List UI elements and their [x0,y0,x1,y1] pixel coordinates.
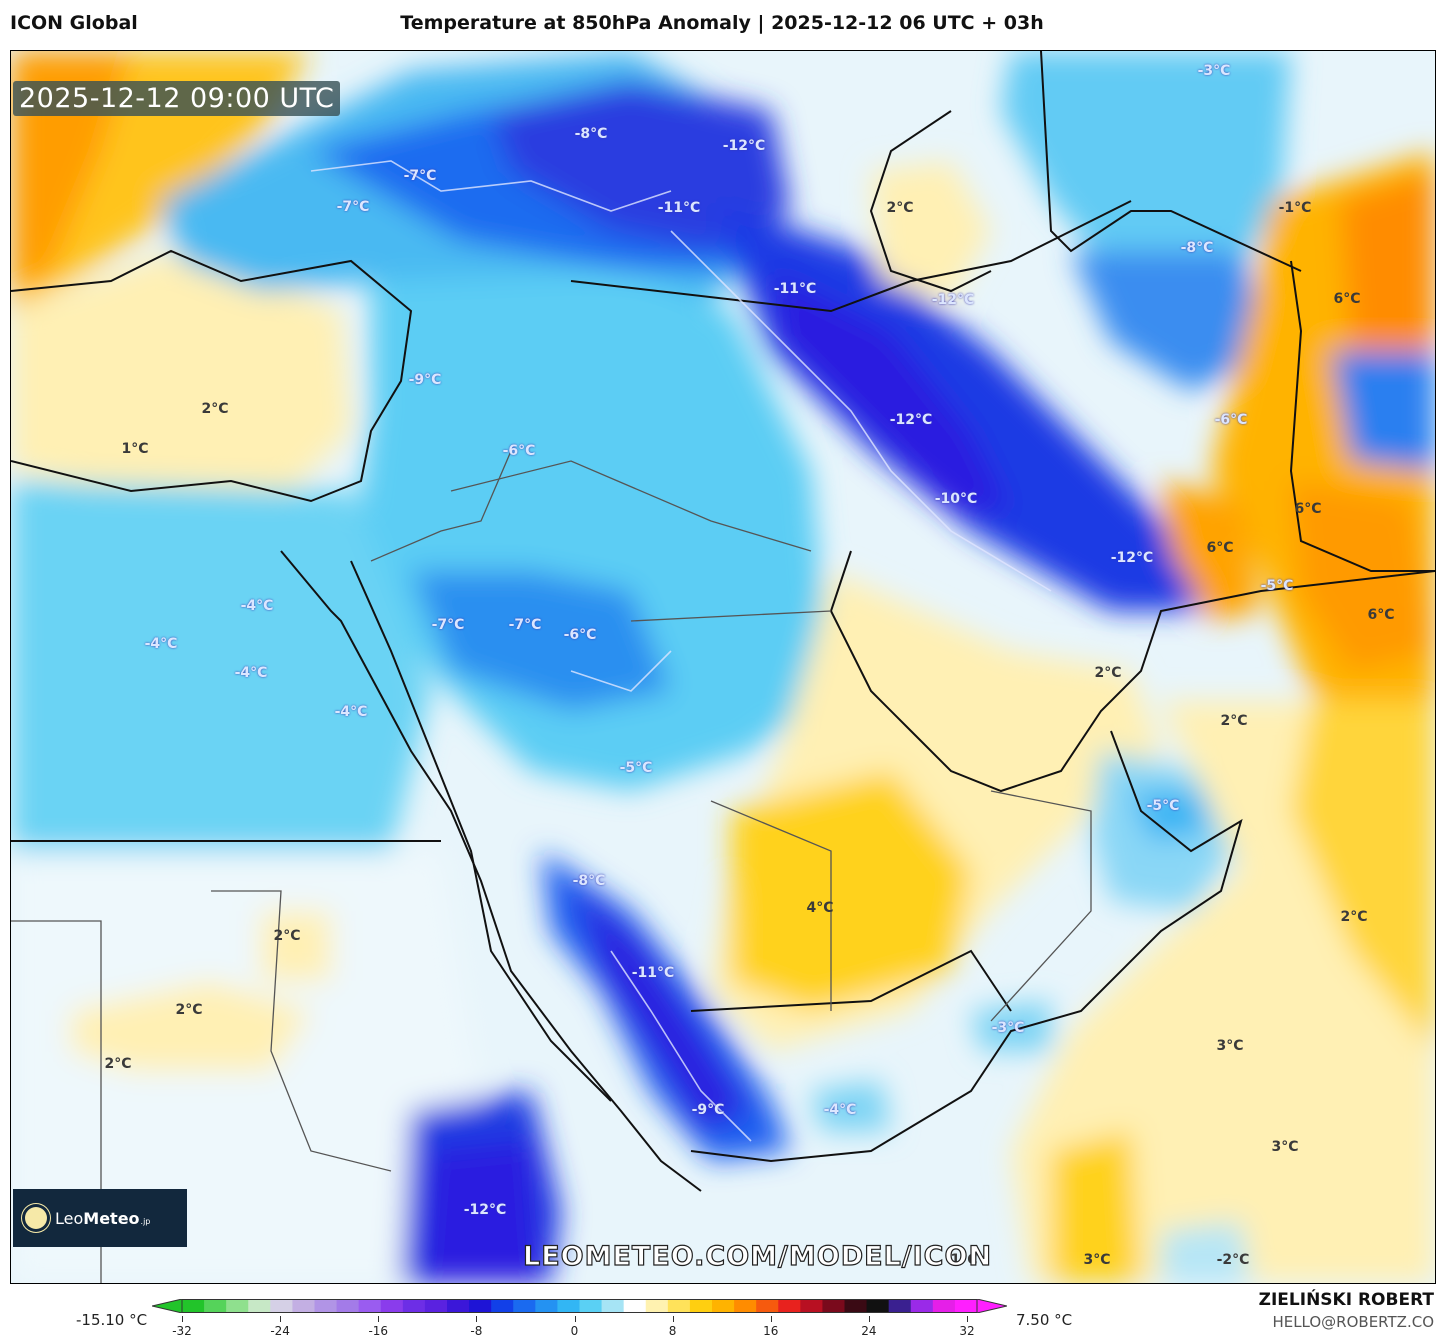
temperature-label: -11°C [657,200,701,216]
temperature-label: -5°C [1146,798,1180,814]
temperature-label: 3°C [1083,1252,1111,1268]
temperature-label: 6°C [1367,607,1395,623]
temperature-label: -1°C [1278,200,1312,216]
temperature-label: 2°C [201,401,229,417]
leometeo-logo[interactable]: LeoMeteo.jp [13,1189,187,1247]
colorbar-tick [868,1316,870,1322]
temperature-label: -4°C [240,598,274,614]
temperature-label: -12°C [1110,550,1154,566]
colorbar-tick [672,1316,674,1322]
map-panel[interactable]: 2025-12-12 09:00 UTC -3°C -8°C -12°C -7°C -7… [10,50,1436,1284]
colorbar-tick-label: -32 [172,1324,192,1338]
temperature-label: 4°C [806,900,834,916]
colorbar-tick [378,1316,380,1322]
colorbar-tick-label: 24 [861,1324,877,1338]
colorbar [152,1299,1007,1313]
temperature-label: -12°C [931,292,975,308]
temperature-label: -7°C [508,617,542,633]
colorbar-tick [182,1316,183,1322]
temperature-label: 2°C [1340,909,1368,925]
colorbar-tick [574,1316,576,1322]
temperature-label: 2°C [175,1002,203,1018]
temperature-label: 6°C [1206,540,1234,556]
temperature-label: -8°C [1180,240,1214,256]
temperature-label: -12°C [889,412,933,428]
colorbar-tick-label: -16 [368,1324,389,1338]
colorbar-tick-label: 8 [668,1324,677,1338]
colorbar-tick-label: 16 [763,1324,779,1338]
watermark-url: LEOMETEO.COM/MODEL/ICON [522,1240,993,1272]
temperature-label: -6°C [563,627,597,643]
colorbar-tick [476,1316,478,1322]
sun-icon [25,1207,47,1229]
chart-title: Temperature at 850hPa Anomaly | 2025-12-… [400,12,1044,34]
temperature-label: 6°C [1333,291,1361,307]
colorbar-tick-label: 0 [570,1324,579,1338]
temperature-label: 2°C [1220,713,1248,729]
temperature-label: -12°C [463,1202,507,1218]
author-name: ZIELIŃSKI ROBERT [1258,1290,1434,1310]
colorbar-min-label: -15.10 °C [76,1311,148,1329]
temperature-label: 3°C [1216,1038,1244,1054]
author-email[interactable]: HELLO@ROBERTZ.CO [1272,1313,1434,1331]
colorbar-tick-label: 32 [959,1324,975,1338]
temperature-label: -7°C [336,199,370,215]
temperature-label: -3°C [991,1020,1025,1036]
temperature-label: -8°C [574,126,608,142]
temperature-label: 1°C [950,1252,978,1268]
temperature-label: 2°C [1094,665,1122,681]
anomaly-field [11,51,1435,1283]
temperature-label: 2°C [104,1056,132,1072]
temperature-label: -5°C [1260,578,1294,594]
colorbar-tick [280,1316,282,1322]
temperature-label: -4°C [823,1102,857,1118]
temperature-label: -9°C [408,372,442,388]
valid-time-badge: 2025-12-12 09:00 UTC [13,81,341,116]
temperature-label: 3°C [1271,1139,1299,1155]
temperature-label: -7°C [403,168,437,184]
temperature-label: -11°C [773,281,817,297]
temperature-label: -5°C [619,760,653,776]
temperature-label: -6°C [1214,412,1248,428]
temperature-label: -11°C [631,965,675,981]
temperature-label: 1°C [121,441,149,457]
temperature-label: -3°C [1197,63,1231,79]
temperature-label: -9°C [691,1102,725,1118]
temperature-label: -4°C [334,704,368,720]
colorbar-tick-label: -24 [270,1324,290,1338]
temperature-label: -4°C [234,665,268,681]
logo-text: LeoMeteo.jp [55,1208,151,1228]
colorbar-tick-label: -8 [470,1324,483,1338]
temperature-label: -8°C [572,873,606,889]
temperature-label: 6°C [1294,501,1322,517]
temperature-label: -7°C [431,617,465,633]
temperature-label: 2°C [273,928,301,944]
temperature-label: 2°C [886,200,914,216]
temperature-label: -12°C [722,138,766,154]
temperature-label: -2°C [1216,1252,1250,1268]
colorbar-max-label: 7.50 °C [1016,1311,1073,1329]
model-name: ICON Global [10,12,138,34]
temperature-label: -10°C [934,491,978,507]
temperature-label: -6°C [502,443,536,459]
temperature-label: -4°C [144,636,178,652]
colorbar-tick [967,1316,968,1322]
colorbar-tick [770,1316,772,1322]
